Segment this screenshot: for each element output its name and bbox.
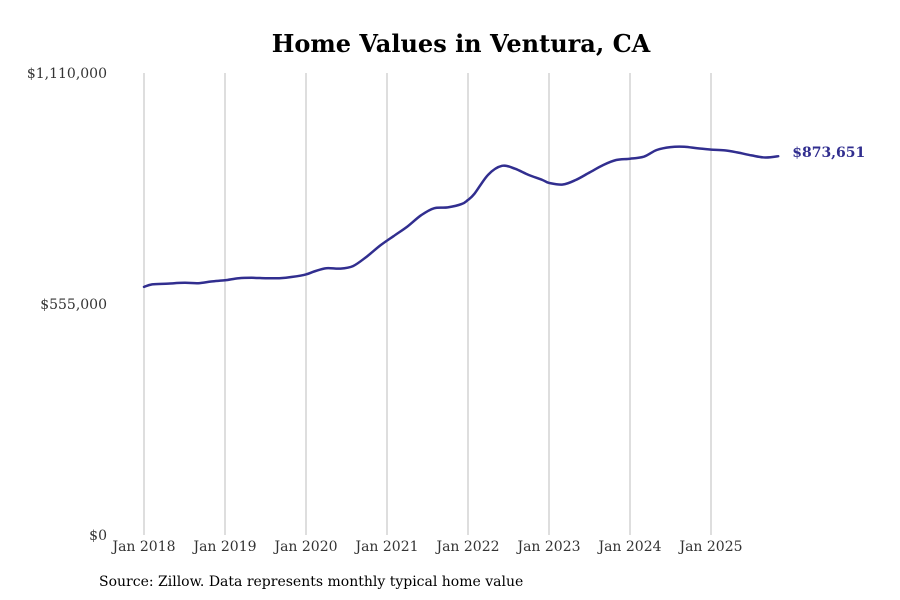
y-axis: $0 $555,000 $1,110,000 [27,66,107,544]
x-tick-label-2: Jan 2020 [272,539,337,555]
x-tick-label-0: Jan 2018 [110,539,175,555]
x-tick-label-7: Jan 2025 [677,539,742,555]
gridlines [143,73,712,535]
x-tick-label-3: Jan 2021 [353,539,418,555]
y-tick-label-1: $555,000 [40,297,107,313]
x-axis: Jan 2018 Jan 2019 Jan 2020 Jan 2021 Jan 2022… [110,539,742,555]
x-tick-label-1: Jan 2019 [191,539,256,555]
series-layer: $873,651 [142,145,865,289]
x-tick-label-4: Jan 2022 [434,539,499,555]
source-note: Source: Zillow. Data represents monthly … [99,574,524,590]
x-tick-label-5: Jan 2023 [515,539,580,555]
x-tick-label-6: Jan 2024 [596,539,661,555]
series-end-value-label: $873,651 [792,145,865,161]
y-tick-label-0: $0 [89,528,107,544]
series-line-0 [142,145,780,289]
chart-title: Home Values in Ventura, CA [272,29,651,58]
y-tick-label-2: $1,110,000 [27,66,107,82]
